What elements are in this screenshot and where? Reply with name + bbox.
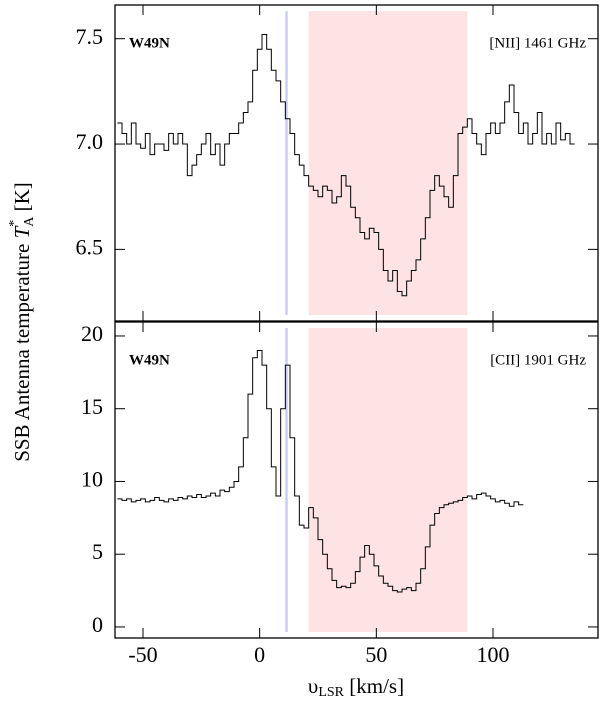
y-tick-label: 5 — [92, 539, 103, 564]
x-tick-label: 100 — [477, 642, 510, 667]
y-tick-label: 10 — [81, 467, 103, 492]
y-label-unit: [K] — [10, 182, 34, 216]
annotation: W49N — [129, 35, 170, 51]
spectrum-line — [117, 350, 524, 593]
x-label-sub: LSR — [318, 685, 344, 700]
plot-frame — [114, 4, 599, 322]
y-tick-label: 6.5 — [76, 234, 104, 259]
spectrum-line — [117, 33, 575, 297]
y-tick-label: 20 — [81, 321, 103, 346]
shaded-region — [285, 11, 288, 315]
x-label-symbol: υ — [308, 674, 318, 698]
plot-frame — [114, 321, 599, 639]
y-tick-label: 7.5 — [76, 24, 104, 49]
y-label-text: SSB Antenna temperature — [10, 238, 34, 461]
x-tick-label: 0 — [254, 642, 265, 667]
y-axis-label: SSB Antenna temperature T*A [K] — [7, 182, 37, 462]
y-tick-label: 15 — [81, 394, 103, 419]
y-tick-label: 0 — [92, 612, 103, 637]
x-tick-label: 50 — [365, 642, 387, 667]
y-label-sup: * — [7, 220, 22, 227]
x-axis-label: υLSR [km/s] — [308, 674, 404, 700]
shaded-region — [308, 11, 468, 315]
shaded-region — [308, 328, 468, 632]
annotation: [NII] 1461 GHz — [489, 35, 586, 51]
x-label-unit: [km/s] — [344, 674, 404, 698]
y-label-symbol: T — [10, 225, 34, 238]
y-label-sub: A — [22, 216, 37, 227]
annotation: W49N — [129, 352, 170, 368]
shaded-region — [285, 328, 288, 632]
x-tick-label: -50 — [128, 642, 157, 667]
annotation: [CII] 1901 GHz — [490, 352, 586, 368]
y-tick-label: 7.0 — [76, 129, 104, 154]
